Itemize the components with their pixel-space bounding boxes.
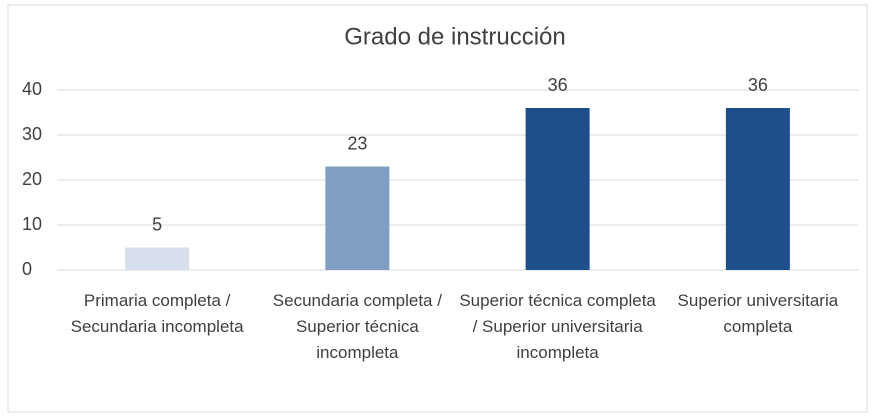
y-tick-label: 0 xyxy=(22,259,32,279)
x-tick-label: Superior técnica completa / Superior uni… xyxy=(459,291,656,362)
chart-title: Grado de instrucción xyxy=(344,23,565,50)
x-tick-label: Primaria completa / Secundaria incomplet… xyxy=(70,291,244,336)
data-label: 36 xyxy=(748,75,768,95)
data-label: 5 xyxy=(152,214,162,234)
bar xyxy=(525,108,590,270)
bar xyxy=(725,108,790,270)
x-tick-label: Superior universitaria completa xyxy=(677,291,839,336)
bar xyxy=(125,247,190,270)
x-tick-label: Secundaria completa / Superior técnica i… xyxy=(272,291,442,362)
y-tick-label: 20 xyxy=(22,169,42,189)
data-label: 36 xyxy=(548,75,568,95)
bar xyxy=(325,166,390,270)
y-tick-label: 30 xyxy=(22,124,42,144)
chart-border xyxy=(7,4,868,413)
y-tick-label: 10 xyxy=(22,214,42,234)
y-tick-label: 40 xyxy=(22,79,42,99)
data-label: 23 xyxy=(347,133,367,153)
